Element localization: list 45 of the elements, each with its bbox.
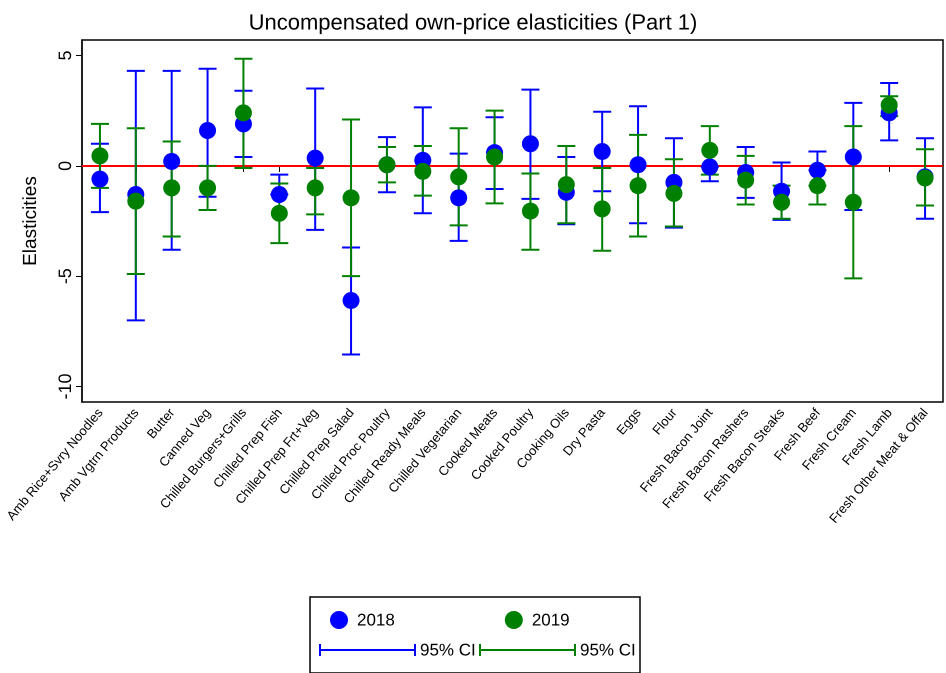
point: [342, 292, 360, 309]
point: [163, 152, 180, 170]
point: [450, 189, 468, 206]
chart-title: Uncompensated own-price elasticities (Part 1): [248, 10, 698, 34]
point: [342, 189, 360, 206]
point: [270, 204, 288, 222]
point: [558, 176, 575, 194]
point: [450, 168, 468, 186]
point: [844, 194, 862, 211]
point: [665, 184, 682, 202]
point: [701, 158, 718, 176]
point: [306, 179, 324, 196]
point: [414, 162, 432, 180]
point: [91, 147, 108, 164]
text: 95% CI: [420, 640, 476, 660]
point: [844, 148, 862, 166]
point: [594, 200, 611, 218]
y-tick-label: 5: [55, 50, 75, 60]
y-axis-title: Elasticities: [20, 176, 41, 266]
legend-label: 2018: [357, 610, 395, 630]
text: 95% CI: [580, 640, 636, 660]
point: [630, 177, 647, 194]
point: [808, 162, 826, 179]
point: [486, 148, 504, 166]
point: [630, 156, 647, 174]
point: [808, 177, 826, 194]
point: [91, 170, 108, 188]
point: [199, 122, 216, 139]
legend-label: 2019: [532, 610, 570, 630]
point: [737, 172, 754, 189]
point: [594, 142, 611, 160]
point: [522, 202, 539, 220]
point: [270, 186, 288, 204]
point: [306, 150, 324, 167]
point: [880, 96, 898, 114]
point: [127, 192, 144, 210]
point: [199, 179, 216, 196]
point: [773, 194, 790, 211]
y-tick-label: -10: [55, 374, 75, 400]
point: [701, 142, 718, 159]
y-tick-label: -5: [55, 268, 75, 284]
point: [163, 179, 180, 196]
point: [522, 135, 539, 152]
point: [234, 104, 252, 122]
y-tick-label: 0: [55, 160, 75, 171]
